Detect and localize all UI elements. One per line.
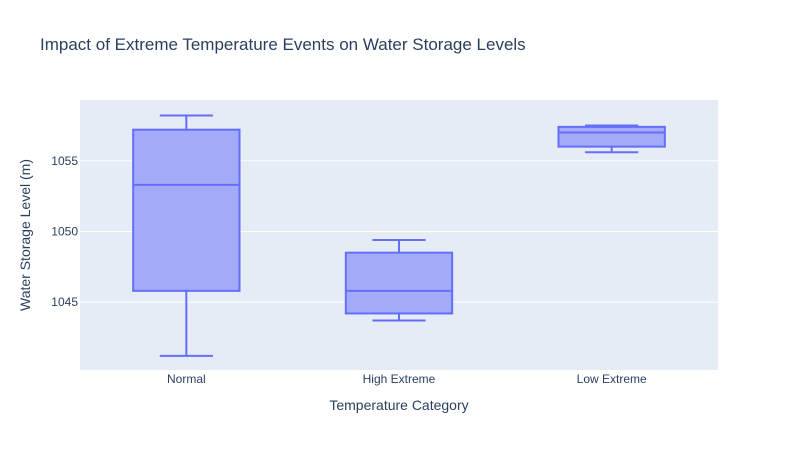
- iqr-box: [557, 125, 666, 148]
- y-tick-label: 1050: [51, 224, 78, 238]
- box-group: [557, 124, 666, 154]
- x-axis-title: Temperature Category: [329, 397, 468, 413]
- y-tick-label: 1045: [51, 295, 78, 309]
- x-tick-label: High Extreme: [363, 372, 436, 386]
- x-axis-ticks: Normal High Extreme Low Extreme: [167, 372, 647, 386]
- y-axis-ticks: 1045 1050 1055: [51, 154, 78, 309]
- iqr-box: [132, 128, 241, 292]
- y-tick-label: 1055: [51, 154, 78, 168]
- box-series: [132, 114, 666, 357]
- y-axis-title: Water Storage Level (m): [17, 159, 33, 311]
- x-tick-label: Low Extreme: [577, 372, 647, 386]
- x-tick-label: Normal: [167, 372, 206, 386]
- box-group: [132, 114, 241, 357]
- chart-title: Impact of Extreme Temperature Events on …: [40, 35, 526, 54]
- iqr-box: [344, 251, 454, 315]
- box-group: [344, 238, 454, 322]
